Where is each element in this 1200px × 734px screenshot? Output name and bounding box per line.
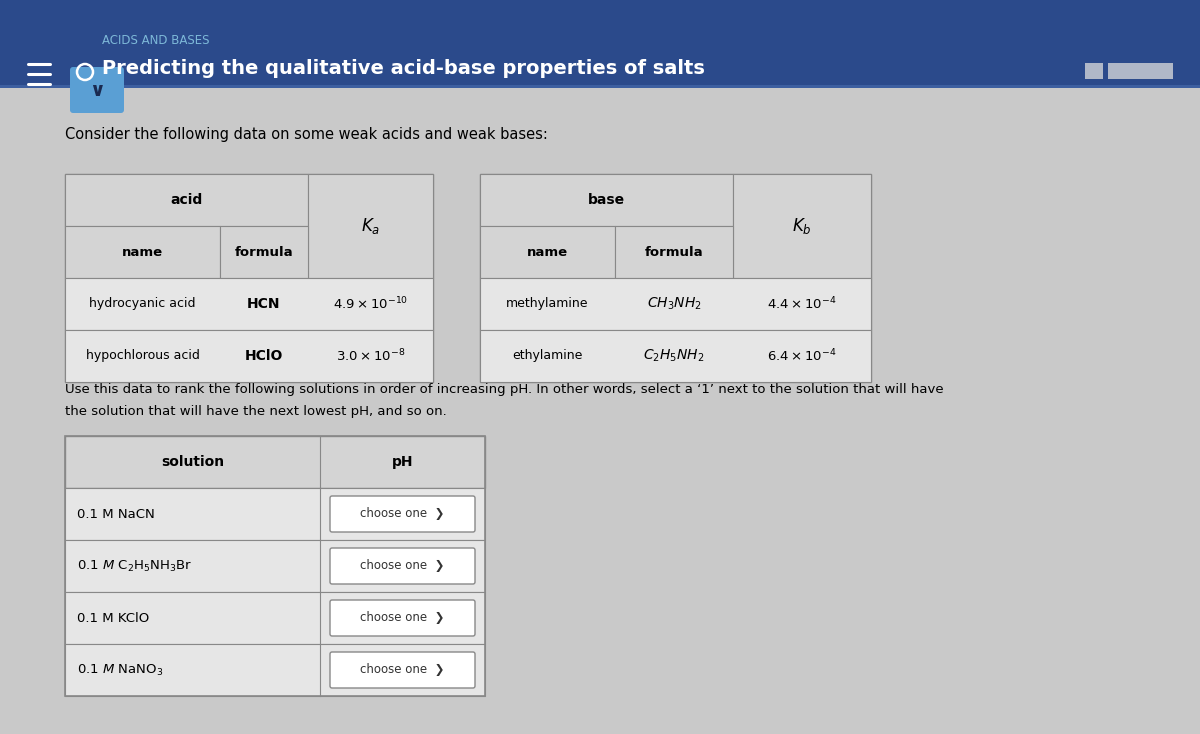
Text: pH: pH (391, 455, 413, 469)
Bar (616, 226, 733, 278)
Bar (65, 436, 485, 696)
Bar (65, 174, 308, 226)
Bar (480, 174, 871, 382)
Text: Use this data to rank the following solutions in order of increasing pH. In othe: Use this data to rank the following solu… (65, 383, 943, 396)
Text: 0.1 M NaCN: 0.1 M NaCN (77, 507, 155, 520)
Text: 0.1 $M$ NaNO$_3$: 0.1 $M$ NaNO$_3$ (77, 663, 163, 677)
Bar (1132, 63, 1150, 79)
Bar (1108, 63, 1174, 79)
Text: name: name (122, 245, 163, 258)
Text: base: base (588, 193, 625, 207)
Text: $CH_3NH_2$: $CH_3NH_2$ (647, 296, 701, 312)
Bar (733, 174, 871, 278)
Text: $6.4 \times 10^{-4}$: $6.4 \times 10^{-4}$ (767, 348, 836, 364)
Bar (0, 0, 1200, 88)
Text: choose one  ❯: choose one ❯ (360, 507, 445, 520)
Text: Consider the following data on some weak acids and weak bases:: Consider the following data on some weak… (65, 126, 548, 142)
Bar (65, 226, 220, 278)
Bar (65, 488, 485, 540)
FancyBboxPatch shape (70, 67, 124, 113)
Text: 0.1 $M$ C$_2$H$_5$NH$_3$Br: 0.1 $M$ C$_2$H$_5$NH$_3$Br (77, 559, 192, 573)
Text: ACIDS AND BASES: ACIDS AND BASES (102, 34, 210, 48)
Text: HCN: HCN (247, 297, 281, 311)
Text: $C_2H_5NH_2$: $C_2H_5NH_2$ (643, 348, 704, 364)
Bar (65, 174, 433, 382)
Text: choose one  ❯: choose one ❯ (360, 611, 445, 625)
Text: $4.9 \times 10^{-10}$: $4.9 \times 10^{-10}$ (332, 296, 408, 312)
FancyBboxPatch shape (330, 652, 475, 688)
Text: ∨: ∨ (89, 81, 104, 100)
Text: name: name (527, 245, 568, 258)
FancyBboxPatch shape (330, 496, 475, 532)
Text: ethylamine: ethylamine (512, 349, 583, 363)
Text: solution: solution (161, 455, 224, 469)
Bar (1154, 63, 1172, 79)
Bar (480, 330, 871, 382)
Bar (308, 174, 433, 278)
Bar (1085, 63, 1103, 79)
Text: choose one  ❯: choose one ❯ (360, 559, 445, 573)
Text: formula: formula (644, 245, 703, 258)
Bar (65, 540, 485, 592)
Text: 0.1 M KClO: 0.1 M KClO (77, 611, 149, 625)
Text: methylamine: methylamine (506, 297, 589, 310)
Text: hydrocyanic acid: hydrocyanic acid (89, 297, 196, 310)
Bar (220, 226, 308, 278)
Text: choose one  ❯: choose one ❯ (360, 664, 445, 677)
Text: HClO: HClO (245, 349, 283, 363)
Bar (1108, 63, 1126, 79)
FancyBboxPatch shape (330, 600, 475, 636)
Bar (65, 330, 433, 382)
Bar (480, 174, 733, 226)
Bar (65, 644, 485, 696)
Bar (0, 85, 1200, 88)
Text: formula: formula (235, 245, 293, 258)
Bar (480, 278, 871, 330)
Bar (480, 226, 616, 278)
Bar (65, 592, 485, 644)
Text: $K_b$: $K_b$ (792, 216, 812, 236)
Text: $4.4 \times 10^{-4}$: $4.4 \times 10^{-4}$ (767, 296, 836, 312)
Text: the solution that will have the next lowest pH, and so on.: the solution that will have the next low… (65, 405, 446, 418)
Text: hypochlorous acid: hypochlorous acid (85, 349, 199, 363)
Text: Predicting the qualitative acid-base properties of salts: Predicting the qualitative acid-base pro… (102, 59, 704, 78)
Bar (65, 278, 433, 330)
Text: $3.0 \times 10^{-8}$: $3.0 \times 10^{-8}$ (336, 348, 406, 364)
Bar (65, 436, 485, 488)
FancyBboxPatch shape (330, 548, 475, 584)
Text: $K_a$: $K_a$ (361, 216, 380, 236)
Text: acid: acid (170, 193, 203, 207)
